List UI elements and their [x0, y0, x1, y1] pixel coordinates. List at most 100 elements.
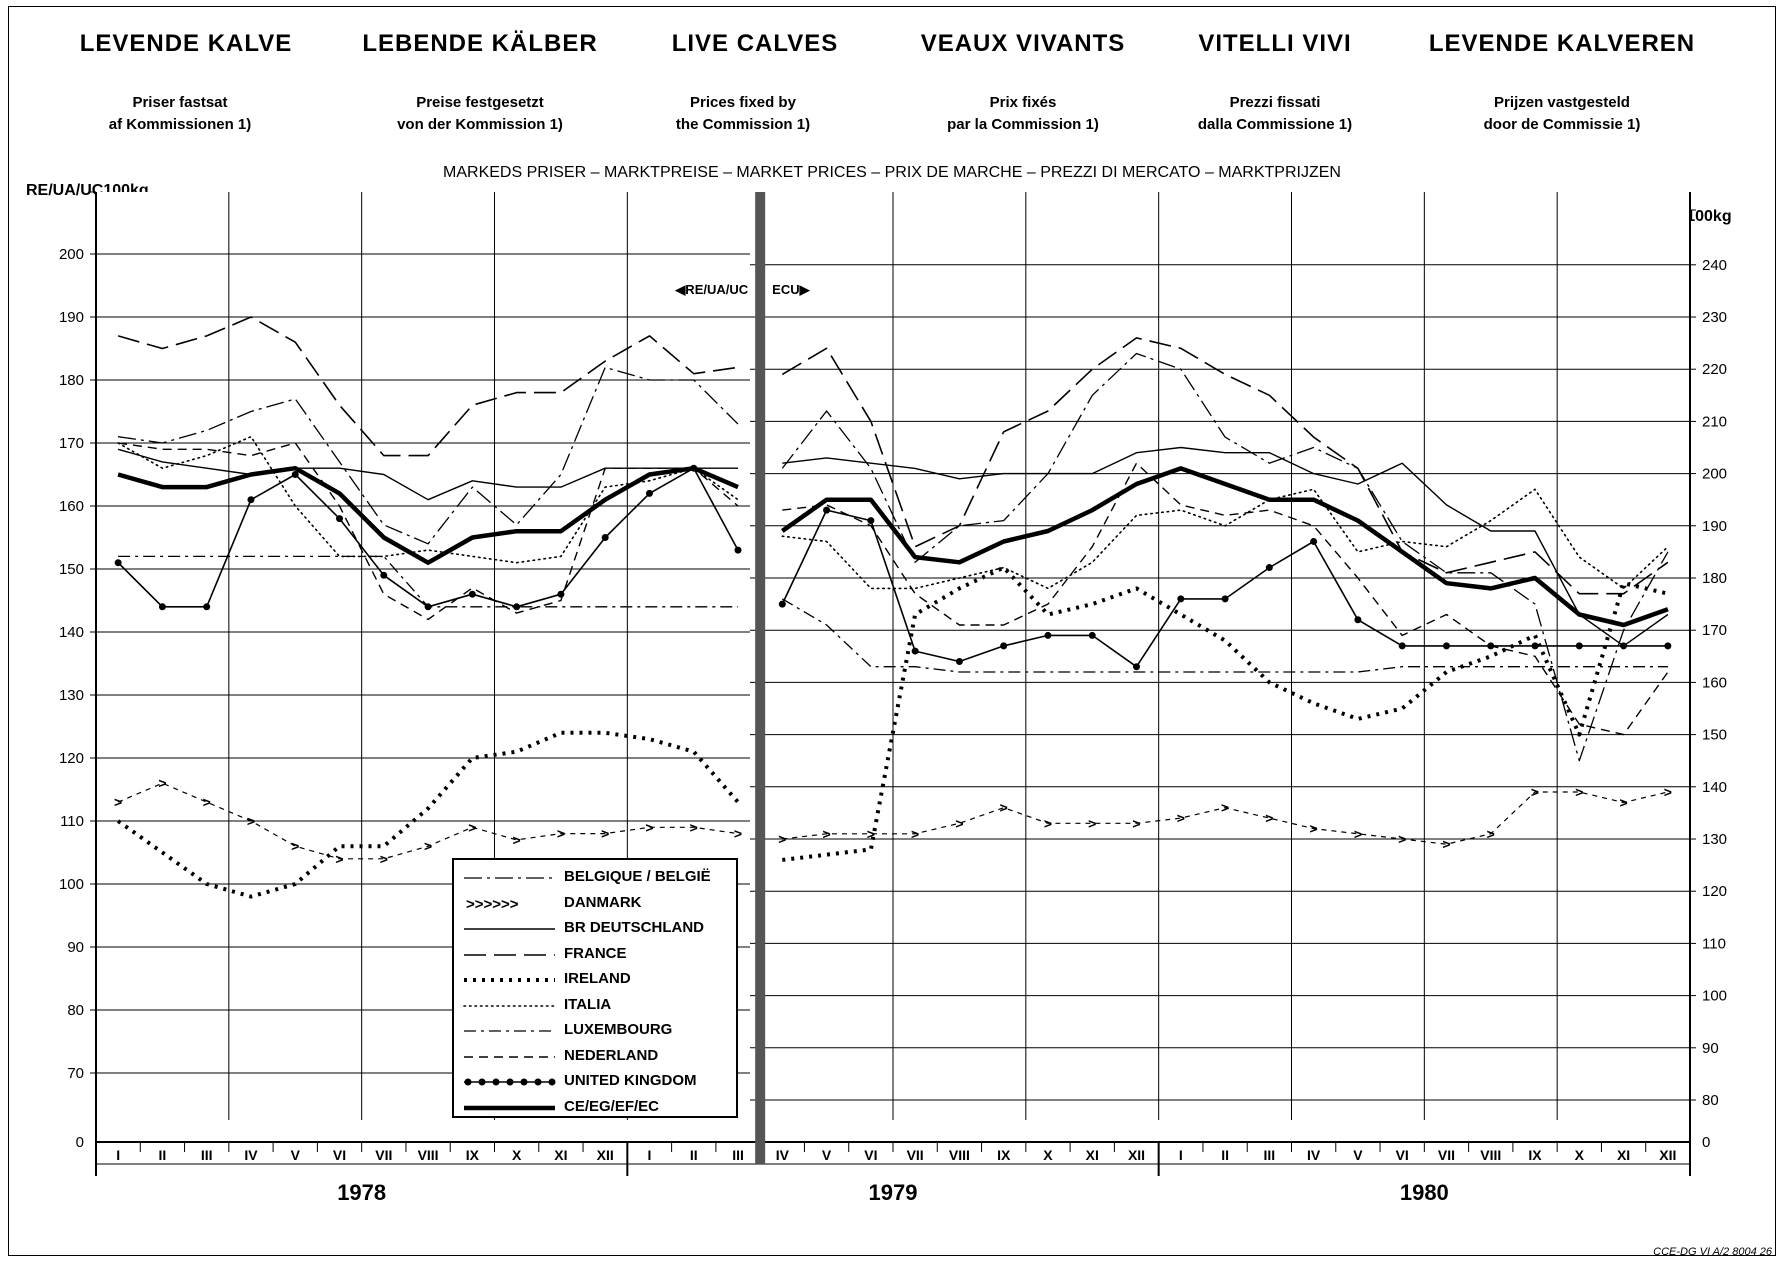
- y-tick-label-left: 200: [59, 246, 84, 263]
- legend-swatch: [464, 978, 555, 982]
- data-point: >: [601, 826, 609, 842]
- svg-text:>>>>>>: >>>>>>: [466, 896, 519, 913]
- data-point: [1664, 642, 1672, 650]
- y-tick-label-right: 110: [1702, 935, 1726, 952]
- legend-item: >>>>>> DANMARK: [454, 892, 736, 918]
- legend-label: UNITED KINGDOM: [564, 1072, 697, 1089]
- y-tick-label-left: 140: [59, 624, 84, 641]
- legend-swatch: [464, 928, 555, 930]
- series-line: [117, 465, 1669, 628]
- data-point: [557, 590, 565, 598]
- data-point: [424, 603, 432, 611]
- legend-swatch: [463, 1004, 556, 1007]
- legend-label: NEDERLAND: [564, 1046, 659, 1064]
- title-fr: VEAUX VIVANTS: [920, 30, 1126, 57]
- title-de: LEBENDE KÄLBER: [362, 30, 598, 57]
- x-month-label: VI: [864, 1147, 877, 1163]
- series-line: [116, 565, 1669, 899]
- data-point: >: [1398, 831, 1406, 847]
- series-line: [118, 442, 1669, 736]
- legend-swatch: [464, 1078, 556, 1086]
- legend-item: FRANCE: [454, 943, 736, 969]
- x-month-label: IX: [1528, 1147, 1542, 1163]
- y-tick-label-right: 100: [1702, 988, 1727, 1005]
- data-point: >: [1310, 821, 1318, 837]
- data-point: [867, 517, 875, 525]
- data-point: [1088, 631, 1096, 639]
- x-month-label: I: [116, 1147, 120, 1163]
- subtitle-fr: Prix fixés par la Commission 1): [947, 94, 1099, 133]
- legend-item: BELGIQUE / BELGIË: [454, 866, 736, 892]
- x-month-label: XII: [1659, 1147, 1676, 1163]
- y-zero-right: 0: [1702, 1134, 1710, 1151]
- x-month-label: XI: [1086, 1147, 1099, 1163]
- x-month-label: X: [512, 1147, 522, 1163]
- x-month-label: III: [732, 1147, 744, 1163]
- data-point: >: [158, 775, 166, 791]
- legend-label: IRELAND: [564, 970, 631, 987]
- legend-label: DANMARK: [564, 893, 642, 911]
- subtitle-de: Preise festgesetzt von der Kommission 1): [397, 94, 563, 133]
- data-point: [158, 603, 166, 611]
- legend-item: NEDERLAND: [454, 1045, 736, 1071]
- y-tick-label-right: 180: [1702, 570, 1727, 587]
- legend-item: CE/EG/EF/EC: [454, 1096, 736, 1122]
- data-point: >: [867, 826, 875, 842]
- reference-code: CCE-DG VI A/2 8004 26: [1653, 1246, 1772, 1258]
- x-month-label: I: [1179, 1147, 1183, 1163]
- y-tick-label-right: 150: [1702, 727, 1727, 744]
- x-year-label: 1979: [869, 1180, 918, 1205]
- data-point: [1265, 564, 1273, 572]
- y-tick-label-left: 150: [59, 561, 84, 578]
- legend-item: BR DEUTSCHLAND: [454, 917, 736, 943]
- unit-switch-label-left: ◀RE/UA/UC: [674, 282, 748, 297]
- series-danmark: > > > > > > > > > > > > > > > > > > > > > > > > > > > > > > > > > > > >: [114, 775, 1672, 867]
- legend-label: CE/EG/EF/EC: [564, 1097, 660, 1115]
- data-point: [336, 515, 344, 523]
- x-month-label: VIII: [949, 1147, 970, 1163]
- legend-label: BR DEUTSCHLAND: [564, 919, 704, 936]
- x-month-label: X: [1043, 1147, 1053, 1163]
- title-en: LIVE CALVES: [671, 30, 839, 57]
- y-tick-label-right: 130: [1702, 831, 1727, 848]
- subtitle-it: Prezzi fissati dalla Commissione 1): [1197, 94, 1353, 133]
- data-point: >: [645, 819, 653, 835]
- data-point: >: [1575, 784, 1583, 800]
- series-line: [117, 316, 1669, 595]
- data-point: >: [1132, 815, 1140, 831]
- data-point: [734, 546, 742, 554]
- data-point: [1000, 642, 1008, 650]
- x-month-label: V: [1353, 1147, 1363, 1163]
- x-month-label: IV: [244, 1147, 258, 1163]
- data-point: [1487, 642, 1495, 650]
- subtitle-da: Priser fastsat af Kommissionen 1): [108, 94, 252, 133]
- title-nl: LEVENDE KALVEREN: [1428, 30, 1696, 57]
- x-month-label: VIII: [418, 1147, 439, 1163]
- data-point: >: [1442, 836, 1450, 852]
- data-point: [114, 559, 122, 567]
- x-month-label: V: [291, 1147, 301, 1163]
- y-tick-label-right: 140: [1702, 779, 1727, 796]
- data-point: >: [335, 851, 343, 867]
- data-point: >: [1000, 800, 1008, 816]
- legend-swatch: [464, 953, 555, 956]
- x-month-label: VI: [1396, 1147, 1409, 1163]
- series-belgique-belgi: [118, 352, 1669, 762]
- x-month-label: VII: [1438, 1147, 1455, 1163]
- y-tick-label-left: 100: [59, 876, 84, 893]
- x-month-label: XI: [554, 1147, 567, 1163]
- x-month-label: VII: [375, 1147, 392, 1163]
- y-zero-left: 0: [76, 1134, 84, 1151]
- data-point: [468, 590, 476, 598]
- data-point: >: [468, 819, 476, 835]
- data-point: [1044, 631, 1052, 639]
- x-month-label: VII: [907, 1147, 924, 1163]
- data-point: [955, 658, 963, 666]
- y-tick-label-right: 230: [1702, 309, 1727, 326]
- data-point: >: [291, 838, 299, 854]
- market-prices-caption: MARKEDS PRISER – MARKTPREISE – MARKET PR…: [443, 164, 1341, 181]
- data-point: >: [1487, 826, 1495, 842]
- data-point: [247, 496, 255, 504]
- gridlines: [90, 192, 1696, 1120]
- legend-label: FRANCE: [564, 944, 627, 962]
